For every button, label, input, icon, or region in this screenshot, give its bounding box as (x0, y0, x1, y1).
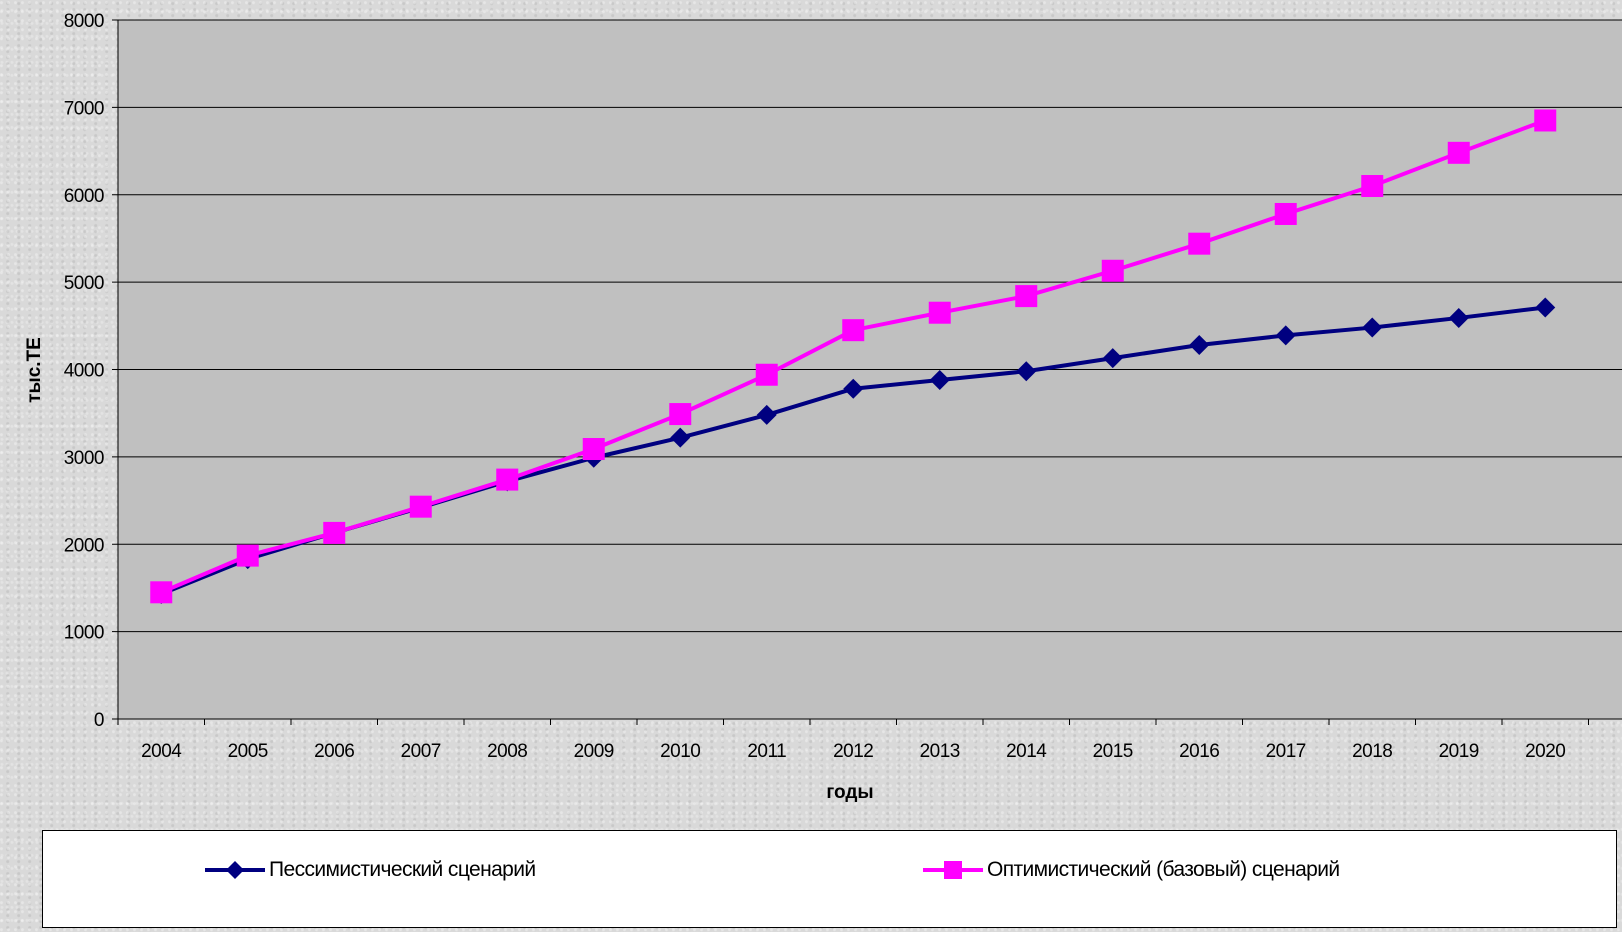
gridlines (118, 19, 1622, 633)
data-point-square (1101, 259, 1124, 282)
x-tick-label: 2018 (1352, 741, 1392, 762)
data-point-square (1361, 175, 1384, 198)
legend-item-optimistic: Оптимистический (базовый) сценарий (923, 855, 1340, 885)
data-point-square (150, 581, 173, 604)
x-tick-label: 2020 (1525, 741, 1565, 762)
legend-label: Оптимистический (базовый) сценарий (987, 858, 1340, 881)
x-tick-label: 2014 (1006, 741, 1047, 762)
y-tick-label: 5000 (64, 273, 104, 294)
data-point-diamond (929, 369, 950, 390)
data-point-diamond (756, 404, 777, 425)
data-point-diamond (1189, 335, 1210, 356)
x-tick-label: 2017 (1266, 741, 1306, 762)
x-tick-label: 2013 (920, 741, 960, 762)
x-tick-label: 2008 (487, 741, 527, 762)
data-point-square (928, 301, 951, 324)
legend-item-pessimistic: Пессимистический сценарий (205, 855, 536, 885)
x-tick-labels: 2004 2005 2006 2007 2008 2009 2010 2011 2012 2013… (141, 741, 1566, 762)
data-point-square (236, 544, 259, 567)
data-point-square (1534, 109, 1557, 132)
data-point-diamond (1102, 348, 1123, 369)
data-point-diamond (843, 378, 864, 399)
data-point-diamond (1362, 317, 1383, 338)
data-point-square (1188, 232, 1211, 255)
data-point-diamond (1275, 325, 1296, 346)
x-axis-title: годы (826, 782, 873, 803)
axes (112, 19, 1622, 725)
y-axis-title: тыс.ТЕ (24, 337, 45, 403)
data-point-square (582, 438, 605, 461)
x-tick-label: 2007 (401, 741, 441, 762)
legend: Пессимистический сценарий Оптимистически… (42, 830, 1617, 928)
legend-key-square-icon (923, 861, 983, 879)
y-tick-label: 1000 (64, 623, 104, 644)
x-tick-label: 2010 (660, 741, 700, 762)
data-point-square (323, 521, 346, 544)
y-tick-label: 8000 (64, 11, 104, 32)
data-point-square (755, 363, 778, 386)
y-tick-labels: 0 1000 2000 3000 4000 5000 6000 7000 8000 (64, 11, 105, 731)
data-point-square (409, 495, 432, 518)
data-point-square (669, 403, 692, 426)
x-tick-label: 2009 (574, 741, 614, 762)
series-optimistic (150, 109, 1557, 604)
data-point-square (1447, 141, 1470, 164)
legend-label: Пессимистический сценарий (269, 858, 536, 881)
x-tick-label: 2016 (1179, 741, 1219, 762)
data-point-square (842, 319, 865, 342)
x-tick-label: 2019 (1439, 741, 1479, 762)
y-tick-label: 6000 (64, 186, 104, 207)
y-tick-label: 3000 (64, 448, 104, 469)
data-point-diamond (1016, 361, 1037, 382)
x-tick-label: 2015 (1093, 741, 1133, 762)
data-point-square (1274, 202, 1297, 225)
x-tick-label: 2006 (314, 741, 354, 762)
x-tick-label: 2004 (141, 741, 182, 762)
y-tick-label: 2000 (64, 535, 104, 556)
x-tick-label: 2011 (747, 741, 786, 762)
y-tick-label: 7000 (64, 98, 104, 119)
legend-key-diamond-icon (205, 861, 265, 879)
y-tick-label: 4000 (64, 361, 104, 382)
x-tick-label: 2005 (228, 741, 268, 762)
data-point-square (496, 468, 519, 491)
data-point-diamond (670, 427, 691, 448)
data-point-square (1015, 285, 1038, 308)
data-point-diamond (1448, 307, 1469, 328)
data-point-diamond (1535, 297, 1556, 318)
y-tick-label: 0 (94, 710, 104, 731)
series (150, 109, 1557, 605)
x-tick-label: 2012 (833, 741, 873, 762)
